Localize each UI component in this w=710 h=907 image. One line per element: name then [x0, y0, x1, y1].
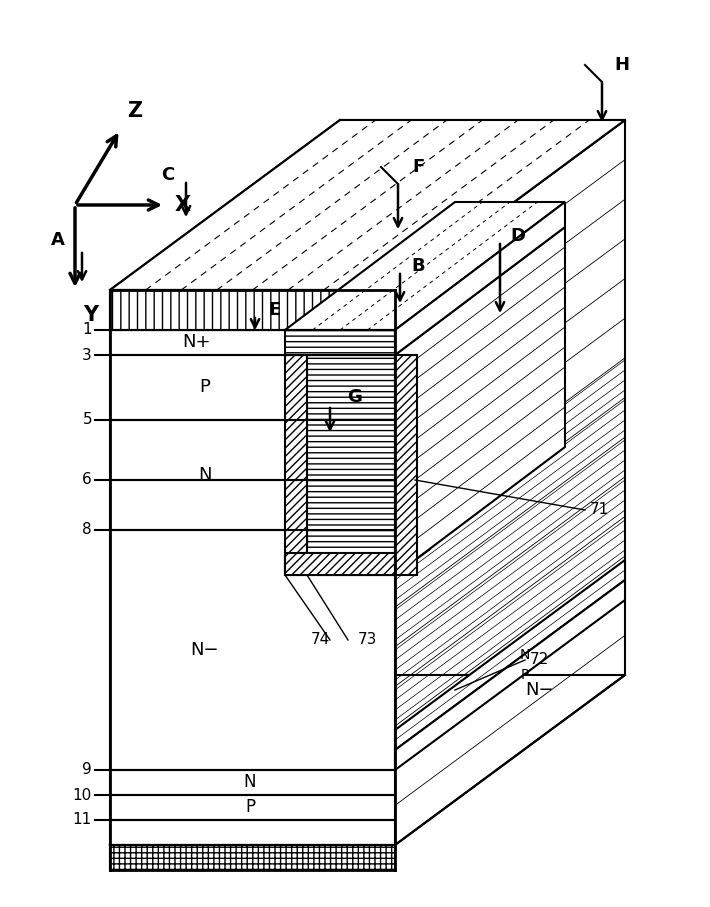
Text: A: A — [51, 231, 65, 249]
Text: 11: 11 — [72, 813, 92, 827]
Polygon shape — [110, 120, 625, 290]
Polygon shape — [395, 560, 625, 750]
Text: F: F — [412, 158, 424, 176]
Text: P: P — [200, 378, 210, 396]
Polygon shape — [285, 553, 395, 575]
Text: 5: 5 — [82, 413, 92, 427]
Polygon shape — [110, 845, 395, 870]
Text: 71: 71 — [590, 502, 609, 518]
Text: 73: 73 — [358, 632, 378, 648]
Text: N−: N− — [525, 681, 555, 699]
Text: C: C — [161, 166, 175, 184]
Polygon shape — [110, 290, 395, 330]
Text: 10: 10 — [72, 787, 92, 803]
Text: P: P — [245, 798, 255, 816]
Text: 9: 9 — [82, 763, 92, 777]
Text: 6: 6 — [82, 473, 92, 487]
Text: N: N — [244, 773, 256, 791]
Text: 3: 3 — [82, 347, 92, 363]
Text: D: D — [510, 227, 525, 245]
Text: N−: N− — [191, 641, 219, 659]
Polygon shape — [395, 355, 417, 575]
Text: B: B — [411, 257, 425, 275]
Text: H: H — [614, 56, 630, 74]
Text: 1: 1 — [82, 323, 92, 337]
Text: G: G — [348, 388, 362, 406]
Text: P: P — [521, 668, 529, 682]
Polygon shape — [110, 290, 395, 870]
Text: Z: Z — [127, 101, 142, 121]
Polygon shape — [285, 355, 307, 575]
Polygon shape — [307, 355, 395, 575]
Polygon shape — [285, 202, 565, 330]
Polygon shape — [285, 227, 565, 355]
Polygon shape — [285, 330, 395, 355]
Text: N+: N+ — [182, 333, 212, 351]
Text: E: E — [269, 301, 281, 319]
Polygon shape — [395, 227, 565, 575]
Polygon shape — [395, 202, 565, 355]
Text: 72: 72 — [530, 652, 550, 668]
Polygon shape — [395, 120, 625, 845]
Text: 8: 8 — [82, 522, 92, 538]
Text: N: N — [198, 466, 212, 484]
Text: 74: 74 — [311, 632, 330, 648]
Text: Y: Y — [83, 305, 98, 325]
Polygon shape — [395, 580, 625, 770]
Text: N: N — [520, 648, 530, 662]
Polygon shape — [395, 329, 430, 575]
Text: X: X — [175, 195, 191, 215]
